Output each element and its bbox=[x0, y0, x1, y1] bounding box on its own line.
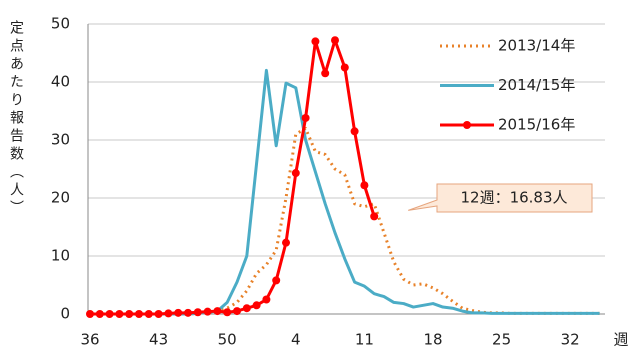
x-tick-label: 11 bbox=[355, 331, 374, 349]
point bbox=[370, 212, 379, 221]
y-tick-label: 20 bbox=[51, 189, 70, 207]
y-tick-label: 30 bbox=[51, 131, 70, 149]
point bbox=[144, 310, 153, 318]
point bbox=[105, 310, 114, 318]
point bbox=[350, 127, 359, 136]
legend-label: 2013/14年 bbox=[498, 37, 575, 55]
y-tick-label: 40 bbox=[51, 73, 70, 91]
point bbox=[135, 310, 143, 318]
y-axis-label: 定点あたり報告数（人） bbox=[8, 20, 24, 218]
series-line bbox=[90, 126, 600, 316]
y-tick-label: 50 bbox=[51, 15, 70, 33]
x-tick-label: 36 bbox=[80, 331, 99, 349]
legend-label: 2014/15年 bbox=[498, 76, 575, 94]
x-tick-label: 43 bbox=[149, 331, 168, 349]
point bbox=[125, 310, 134, 318]
point bbox=[272, 276, 281, 285]
point bbox=[360, 181, 369, 190]
callout bbox=[408, 183, 593, 213]
point bbox=[213, 307, 222, 316]
point bbox=[340, 63, 349, 72]
x-tick-label: 18 bbox=[423, 331, 442, 349]
y-tick-label: 0 bbox=[60, 305, 70, 323]
point bbox=[311, 37, 320, 46]
point bbox=[301, 113, 310, 122]
x-tick-label: 32 bbox=[561, 331, 580, 349]
point bbox=[331, 36, 339, 45]
point bbox=[184, 308, 192, 317]
point bbox=[86, 310, 94, 318]
legend-label: 2015/16年 bbox=[498, 116, 575, 134]
point bbox=[262, 295, 271, 304]
point bbox=[252, 301, 261, 310]
x-tick-label: 50 bbox=[218, 331, 237, 349]
x-tick-label: 25 bbox=[492, 331, 511, 349]
point bbox=[282, 238, 290, 247]
point bbox=[164, 309, 173, 318]
x-axis-label: 週 bbox=[613, 331, 628, 349]
point bbox=[154, 310, 163, 318]
point bbox=[223, 308, 232, 317]
legend-marker bbox=[463, 121, 471, 129]
point bbox=[291, 169, 300, 178]
point bbox=[193, 308, 202, 317]
x-tick-label: 4 bbox=[291, 331, 301, 349]
y-tick-label: 10 bbox=[51, 247, 70, 265]
annotation: 12週：16.83人 bbox=[460, 189, 567, 207]
point bbox=[203, 307, 212, 316]
point bbox=[233, 307, 241, 316]
point bbox=[95, 310, 104, 318]
point bbox=[115, 310, 124, 318]
point bbox=[174, 308, 183, 317]
point bbox=[321, 69, 330, 78]
point bbox=[242, 304, 251, 313]
series-line bbox=[90, 38, 376, 316]
